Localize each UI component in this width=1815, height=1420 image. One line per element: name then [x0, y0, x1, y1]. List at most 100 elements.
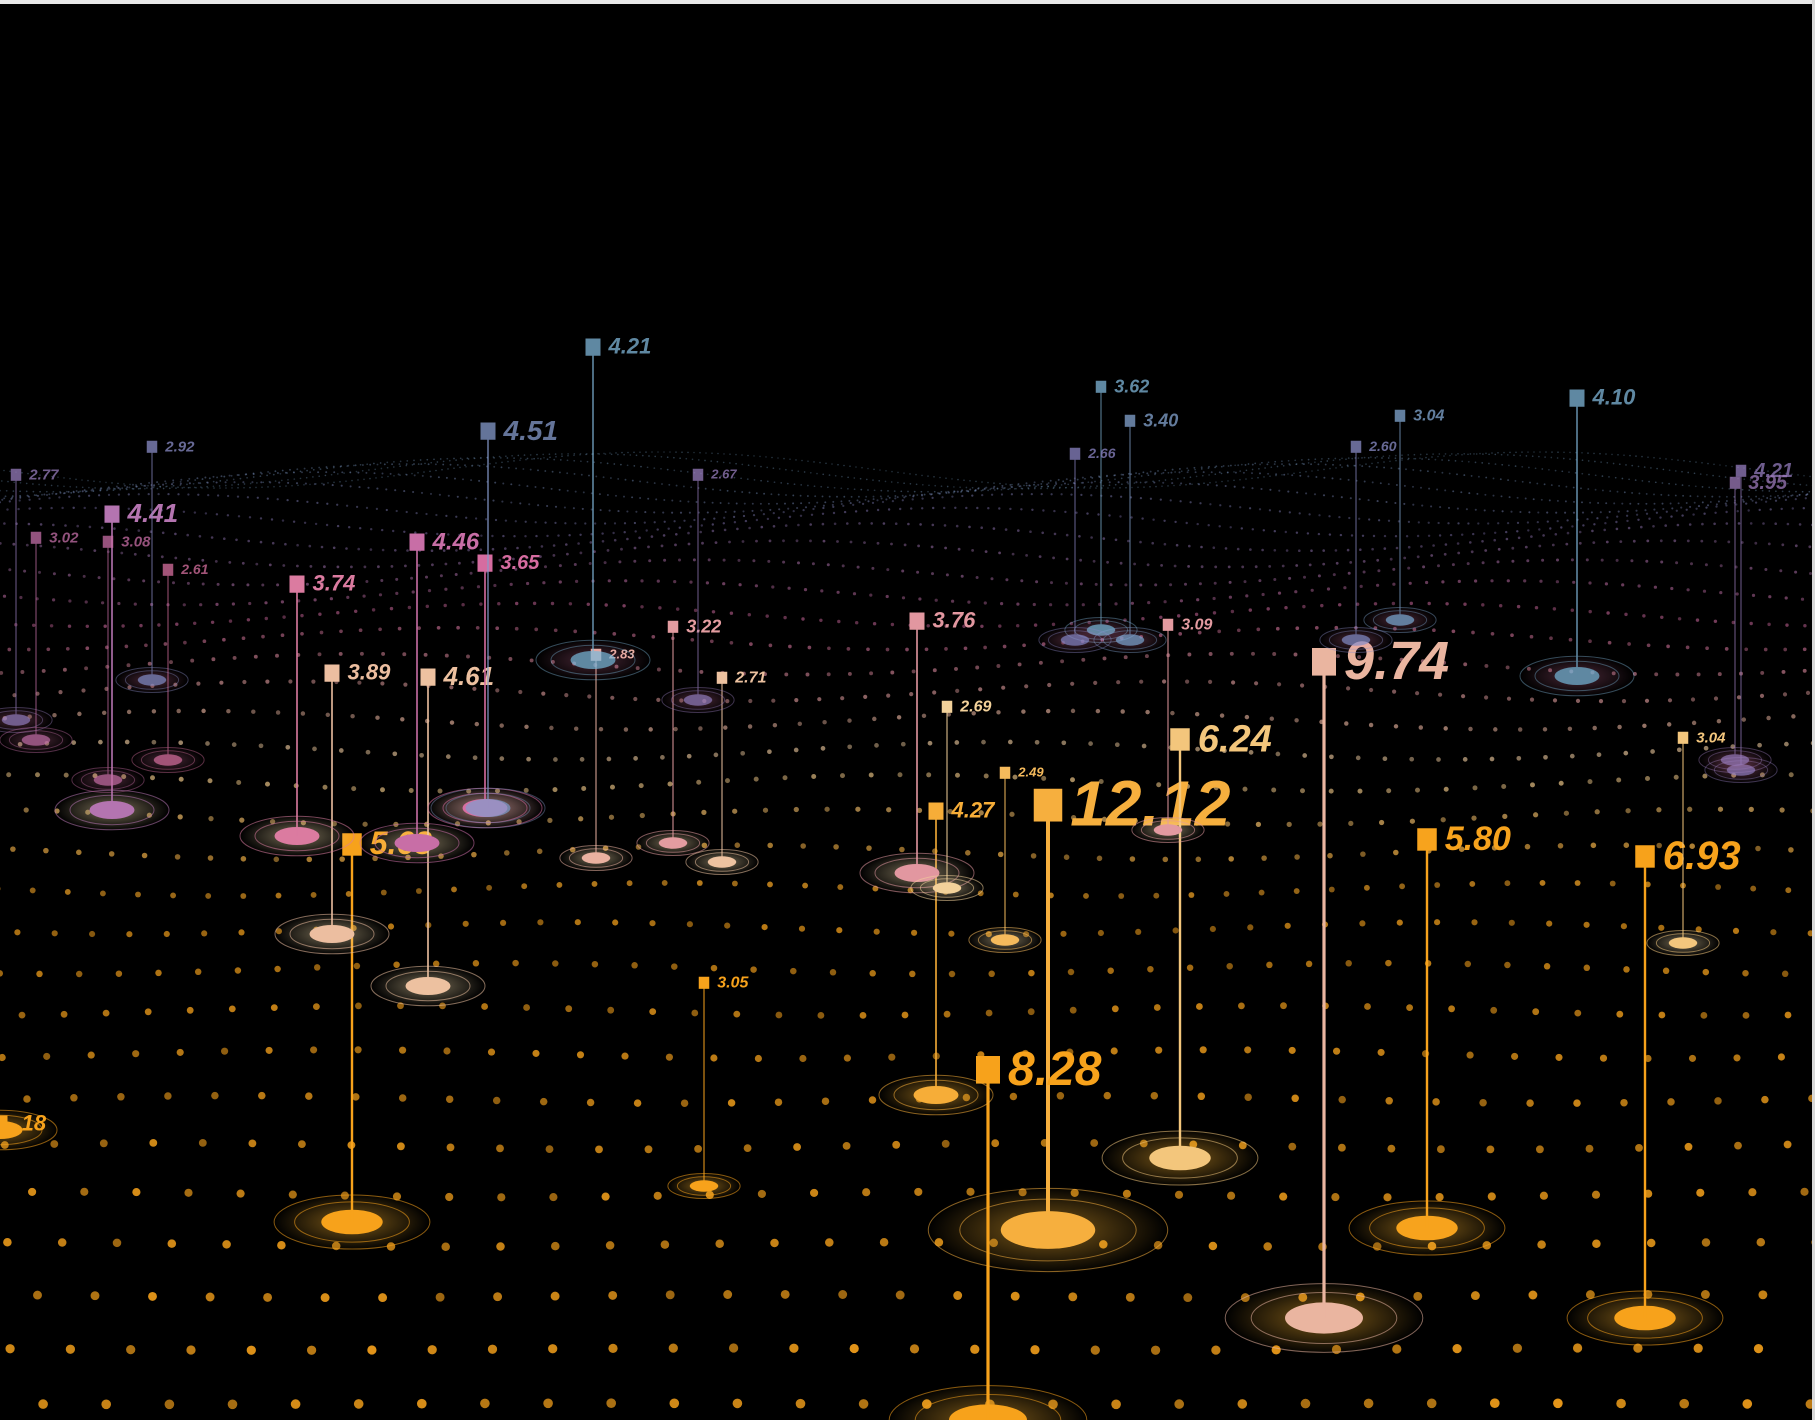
terrain-dot	[1625, 464, 1627, 466]
terrain-dot	[1467, 460, 1470, 463]
terrain-dot	[1263, 476, 1265, 478]
terrain-dot	[216, 494, 220, 497]
terrain-dot	[1506, 521, 1510, 525]
terrain-dot	[1659, 539, 1663, 543]
terrain-dot	[1333, 1047, 1341, 1055]
terrain-dot	[1621, 699, 1627, 704]
terrain-dot	[1174, 471, 1176, 473]
terrain-dot	[1700, 539, 1704, 543]
terrain-dot	[1212, 611, 1217, 615]
terrain-dot	[752, 559, 756, 563]
marker-value-label: 2.60	[1368, 438, 1396, 454]
terrain-dot	[885, 647, 890, 652]
terrain-dot	[470, 479, 473, 482]
terrain-dot	[493, 583, 497, 588]
terrain-dot	[1519, 510, 1522, 514]
terrain-dot	[380, 528, 384, 532]
terrain-dot	[437, 788, 443, 794]
terrain-dot	[1457, 551, 1461, 555]
terrain-dot	[519, 502, 522, 505]
terrain-dot	[0, 970, 4, 977]
terrain-dot	[595, 1145, 603, 1154]
terrain-dot	[554, 521, 557, 525]
terrain-dot	[180, 478, 183, 481]
terrain-dot	[471, 465, 473, 467]
terrain-dot	[780, 1289, 790, 1299]
terrain-dot	[1102, 484, 1105, 487]
terrain-dot	[1347, 571, 1351, 575]
terrain-dot	[1060, 484, 1063, 486]
terrain-dot	[1409, 818, 1416, 824]
terrain-dot	[245, 473, 248, 476]
terrain-dot	[1645, 776, 1650, 781]
terrain-dot	[954, 740, 960, 745]
terrain-dot	[268, 472, 271, 475]
terrain-dot	[894, 497, 897, 500]
marker-head	[409, 533, 425, 551]
terrain-dot	[338, 651, 343, 656]
terrain-dot	[1287, 490, 1290, 493]
terrain-dot	[1603, 528, 1606, 532]
terrain-dot	[80, 1187, 89, 1196]
terrain-dot	[162, 483, 165, 486]
terrain-dot	[1517, 536, 1521, 540]
terrain-dot	[282, 564, 286, 567]
terrain-dot	[673, 579, 677, 584]
terrain-dot	[12, 490, 15, 492]
terrain-dot	[763, 492, 766, 495]
terrain-dot	[621, 1052, 629, 1060]
terrain-dot	[675, 533, 678, 536]
terrain-dot	[1019, 485, 1022, 488]
terrain-dot	[1724, 476, 1727, 478]
terrain-dot	[222, 637, 226, 642]
terrain-dot	[1767, 622, 1771, 627]
terrain-dot	[909, 507, 913, 510]
marker-head	[976, 1056, 1000, 1084]
terrain-dot	[847, 744, 853, 750]
terrain-dot	[355, 470, 358, 473]
terrain-dot	[769, 508, 772, 511]
terrain-dot	[237, 515, 241, 518]
terrain-dot	[1725, 504, 1728, 507]
terrain-dot	[1149, 470, 1152, 473]
terrain-dot	[1298, 549, 1301, 552]
terrain-dot	[980, 624, 984, 629]
terrain-dot	[1427, 534, 1431, 538]
terrain-dot	[57, 476, 59, 479]
terrain-dot	[952, 491, 955, 494]
terrain-dot	[172, 484, 175, 487]
terrain-dot	[1809, 572, 1812, 575]
terrain-dot	[1102, 537, 1106, 540]
terrain-dot	[1046, 487, 1049, 490]
terrain-dot	[1774, 496, 1777, 499]
terrain-dot	[1493, 531, 1497, 535]
terrain-dot	[1430, 554, 1434, 557]
terrain-dot	[1222, 748, 1227, 754]
terrain-dot	[1257, 476, 1259, 479]
terrain-dot	[407, 605, 412, 610]
terrain-dot	[1509, 451, 1511, 454]
terrain-dot	[1690, 697, 1696, 702]
terrain-dot	[610, 453, 613, 456]
terrain-dot	[508, 657, 513, 661]
terrain-dot	[1511, 546, 1515, 550]
terrain-dot	[1311, 470, 1313, 472]
terrain-dot	[1717, 500, 1720, 503]
terrain-dot	[350, 565, 353, 569]
terrain-dot	[58, 496, 61, 499]
terrain-dot	[443, 1047, 451, 1055]
terrain-dot	[732, 1398, 743, 1409]
terrain-dot	[1432, 1098, 1440, 1106]
terrain-dot	[1278, 510, 1282, 513]
terrain-dot	[978, 810, 984, 816]
terrain-dot	[1701, 462, 1703, 464]
terrain-dot	[1466, 1051, 1474, 1059]
terrain-dot	[671, 963, 678, 970]
terrain-dot	[566, 552, 569, 556]
terrain-dot	[441, 468, 443, 471]
terrain-dot	[1396, 919, 1403, 926]
terrain-dot	[1106, 560, 1109, 564]
terrain-dot	[427, 463, 430, 466]
terrain-dot	[1749, 566, 1753, 570]
terrain-dot	[1477, 475, 1480, 478]
